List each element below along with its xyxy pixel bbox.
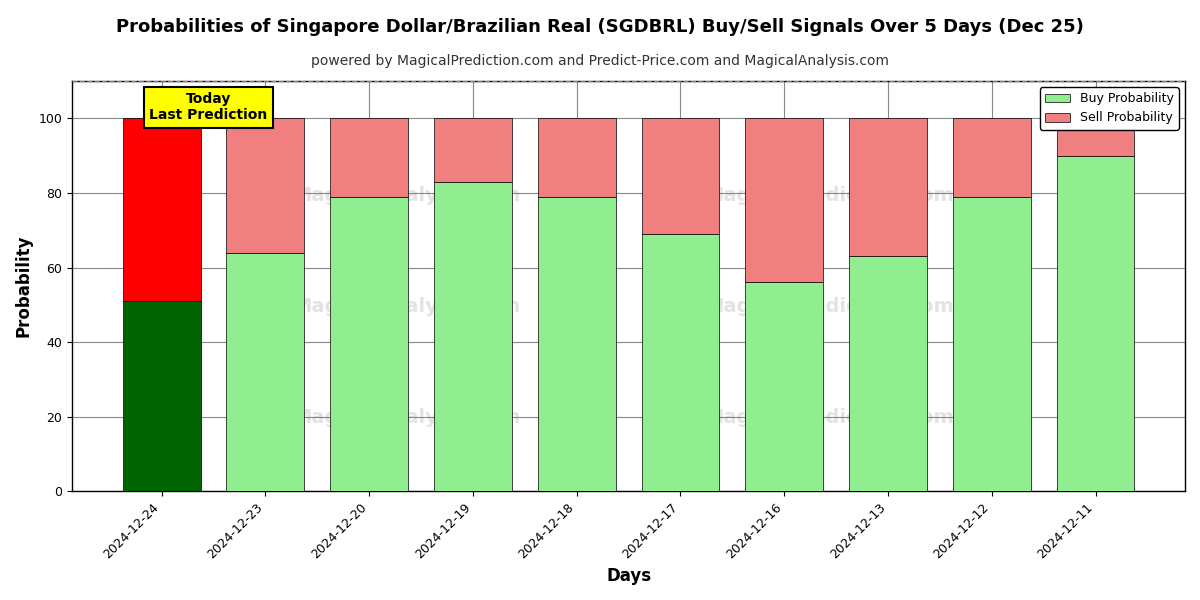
Text: MagicalPrediction.com: MagicalPrediction.com [704,297,954,316]
Bar [122,118,200,301]
Text: Today
Last Prediction: Today Last Prediction [149,92,268,122]
Text: MagicalAnalysis.com: MagicalAnalysis.com [292,297,520,316]
Text: powered by MagicalPrediction.com and Predict-Price.com and MagicalAnalysis.com: powered by MagicalPrediction.com and Pre… [311,54,889,68]
Bar [538,197,616,491]
Bar [1056,118,1134,155]
Bar [330,118,408,197]
Y-axis label: Probability: Probability [16,235,34,337]
Bar [953,118,1031,197]
Bar [227,253,305,491]
Legend: Buy Probability, Sell Probability: Buy Probability, Sell Probability [1040,87,1178,130]
Bar [434,182,512,491]
Bar [227,118,305,253]
Bar [1056,155,1134,491]
Bar [850,118,926,256]
Bar [330,197,408,491]
Text: MagicalPrediction.com: MagicalPrediction.com [704,187,954,205]
Text: MagicalPrediction.com: MagicalPrediction.com [704,408,954,427]
Bar [434,118,512,182]
Bar [642,118,719,234]
Text: MagicalAnalysis.com: MagicalAnalysis.com [292,187,520,205]
Bar [122,301,200,491]
Bar [745,118,823,283]
Bar [642,234,719,491]
Text: MagicalAnalysis.com: MagicalAnalysis.com [292,408,520,427]
Bar [538,118,616,197]
Text: Probabilities of Singapore Dollar/Brazilian Real (SGDBRL) Buy/Sell Signals Over : Probabilities of Singapore Dollar/Brazil… [116,18,1084,36]
Bar [953,197,1031,491]
Bar [745,283,823,491]
Bar [850,256,926,491]
X-axis label: Days: Days [606,567,652,585]
